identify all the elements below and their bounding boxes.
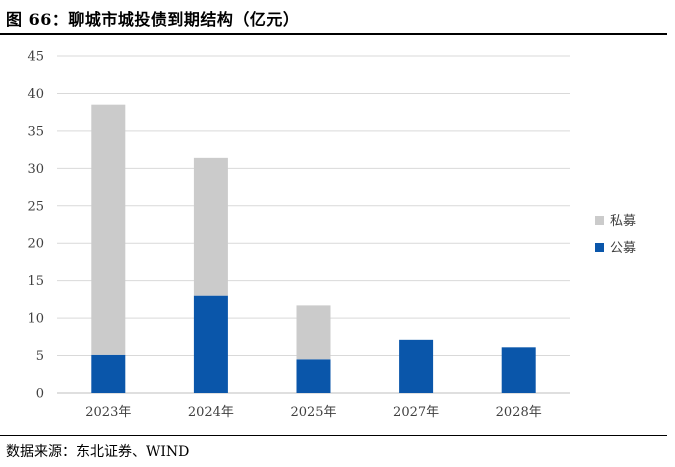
source-note: 数据来源：东北证券、WIND [6,444,190,460]
bar-公募-2023年 [91,354,126,393]
bar-公募-2028年 [501,347,536,393]
bars [91,104,536,393]
y-tick-label: 40 [27,87,44,102]
legend-label: 私募 [610,214,636,229]
bar-私募-2025年 [296,305,331,360]
y-tick-label: 45 [27,50,44,65]
x-tick-label: 2028年 [496,405,542,420]
chart-title: 图 66：聊城市城投债到期结构（亿元） [6,10,300,29]
source-rule [0,435,667,436]
y-tick-label: 20 [27,237,44,252]
x-tick-label: 2024年 [188,405,234,420]
bar-公募-2025年 [296,359,331,393]
legend-label: 公募 [610,241,636,256]
y-tick-label: 25 [27,199,44,214]
x-tick-label: 2023年 [85,405,131,420]
y-tick-label: 10 [27,312,44,327]
bar-公募-2027年 [399,339,434,393]
legend-swatch [595,243,604,252]
y-tick-label: 0 [36,387,44,402]
title-rule [0,33,667,35]
bar-公募-2024年 [193,295,228,393]
x-tick-label: 2025年 [290,405,336,420]
bar-私募-2024年 [193,157,228,296]
y-axis-ticks: 0 5 10 15 20 25 30 35 40 45 [27,50,44,402]
x-tick-label: 2027年 [393,405,439,420]
y-tick-label: 30 [27,162,44,177]
legend-swatch [595,216,604,225]
y-tick-label: 15 [27,274,44,289]
y-tick-label: 35 [27,124,44,139]
x-axis-ticks: 2023年 2024年 2025年 2027年 2028年 [85,405,541,420]
y-tick-label: 5 [36,349,44,364]
bar-私募-2023年 [91,104,126,355]
